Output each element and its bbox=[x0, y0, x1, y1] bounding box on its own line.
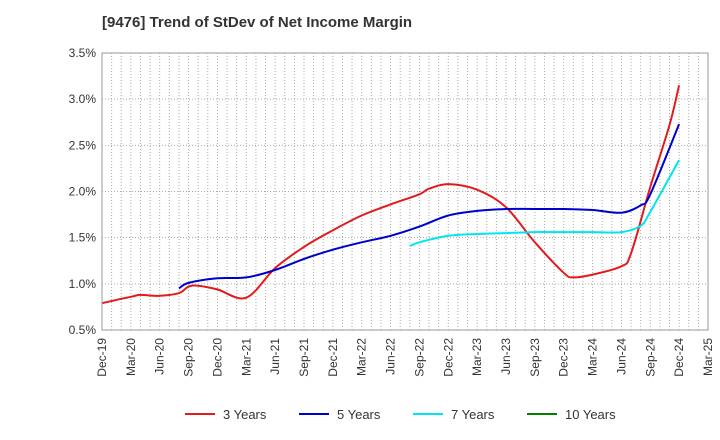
x-tick-label: Dec-19 bbox=[95, 338, 109, 377]
x-tick-label: Sep-21 bbox=[297, 338, 311, 377]
x-tick-label: Mar-20 bbox=[124, 338, 138, 376]
x-tick-label: Dec-21 bbox=[326, 338, 340, 377]
legend-label-1: 5 Years bbox=[337, 407, 381, 422]
y-tick-label: 0.5% bbox=[69, 323, 97, 337]
x-tick-label: Jun-24 bbox=[614, 338, 628, 375]
legend-label-0: 3 Years bbox=[223, 407, 267, 422]
x-tick-label: Mar-24 bbox=[586, 338, 600, 376]
x-tick-label: Sep-24 bbox=[643, 338, 657, 377]
legend-layer: 3 Years 5 Years 7 Years 10 Years bbox=[185, 407, 616, 422]
x-tick-label: Jun-22 bbox=[384, 338, 398, 375]
x-tick-label: Jun-23 bbox=[499, 338, 513, 375]
series-layer bbox=[101, 85, 681, 305]
plot-border bbox=[101, 52, 709, 331]
grid-layer bbox=[102, 53, 708, 330]
y-tick-label: 3.0% bbox=[69, 92, 97, 106]
legend-label-3: 10 Years bbox=[565, 407, 616, 422]
series-line-1 bbox=[178, 123, 681, 290]
x-tick-label: Mar-21 bbox=[239, 338, 253, 376]
x-tick-label: Sep-22 bbox=[412, 338, 426, 377]
y-tick-label: 1.5% bbox=[69, 231, 97, 245]
x-tick-label: Dec-22 bbox=[441, 338, 455, 377]
x-tick-label: Dec-24 bbox=[672, 338, 686, 377]
series-line-0 bbox=[101, 85, 681, 305]
x-tick-label: Jun-20 bbox=[153, 338, 167, 375]
x-tick-label: Mar-22 bbox=[355, 338, 369, 376]
x-tick-label: Dec-20 bbox=[210, 338, 224, 377]
x-tick-label: Mar-23 bbox=[470, 338, 484, 376]
axis-layer: 0.5% 1.0% 1.5% 2.0% 2.5% 3.0% 3.5% Dec-19 Mar-20… bbox=[69, 46, 715, 377]
chart-title: [9476] Trend of StDev of Net Income Marg… bbox=[102, 14, 413, 31]
y-tick-label: 3.5% bbox=[69, 46, 97, 60]
x-tick-label: Mar-25 bbox=[701, 338, 715, 376]
series-line-2 bbox=[409, 159, 680, 247]
x-tick-label: Sep-23 bbox=[528, 338, 542, 377]
x-tick-label: Jun-21 bbox=[268, 338, 282, 375]
y-tick-label: 2.0% bbox=[69, 185, 97, 199]
y-tick-label: 2.5% bbox=[69, 138, 97, 152]
x-tick-label: Sep-20 bbox=[182, 338, 196, 377]
y-tick-label: 1.0% bbox=[69, 277, 97, 291]
x-tick-label: Dec-23 bbox=[557, 338, 571, 377]
legend-label-2: 7 Years bbox=[451, 407, 495, 422]
